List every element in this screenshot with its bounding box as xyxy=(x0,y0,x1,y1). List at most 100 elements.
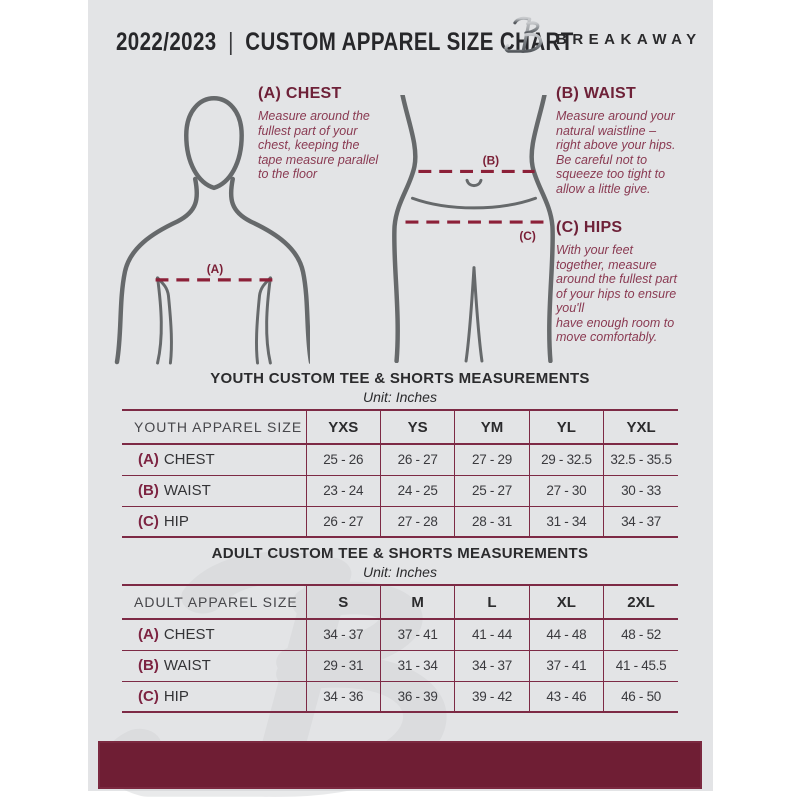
figure-right-torso-side xyxy=(529,95,555,363)
footer-accent-bar xyxy=(98,741,702,789)
chest-heading: (A) CHEST xyxy=(258,85,342,102)
row-label-text: WAIST xyxy=(163,657,211,674)
size-value-cell: 39 - 42 xyxy=(454,681,530,712)
size-column-header: YM xyxy=(454,410,530,444)
size-column-header: XL xyxy=(528,585,604,619)
size-value-cell: 46 - 50 xyxy=(603,681,678,712)
size-value-cell: 30 - 33 xyxy=(603,475,678,506)
row-label: (A) CHEST xyxy=(122,444,306,475)
row-label: (C) HIP xyxy=(122,681,306,712)
title-divider: | xyxy=(228,28,234,56)
figure-left-torso-side xyxy=(392,95,418,363)
figure-left-chest-side xyxy=(156,276,173,365)
figure-navel xyxy=(465,178,483,188)
size-value-cell: 27 - 30 xyxy=(528,475,604,506)
waist-heading: (B) WAIST xyxy=(556,85,637,102)
figure-right-inner-arm xyxy=(265,276,272,365)
youth-unit-label: Unit: Inches xyxy=(363,389,437,405)
chest-figure-diagram: (A) xyxy=(114,96,310,365)
size-column-header: M xyxy=(379,585,455,619)
chest-description: Measure around the fullest part of your … xyxy=(258,109,379,181)
waist-hip-figure-diagram: (B) (C) xyxy=(392,95,555,363)
table-row-chest: (A) CHEST 34 - 37 37 - 41 41 - 44 44 - 48… xyxy=(122,619,678,650)
size-value-cell: 48 - 52 xyxy=(603,619,678,650)
size-value-cell: 34 - 37 xyxy=(603,506,678,537)
row-marker: (A) xyxy=(138,626,159,644)
size-column-header: YXS xyxy=(305,410,381,444)
size-value-cell: 25 - 27 xyxy=(454,475,530,506)
size-column-header: L xyxy=(454,585,530,619)
row-label-text: HIP xyxy=(163,512,189,530)
size-value-cell: 25 - 26 xyxy=(305,444,381,475)
size-value-cell: 27 - 28 xyxy=(379,506,455,537)
figure-head-outline xyxy=(184,96,244,191)
size-value-cell: 32.5 - 35.5 xyxy=(603,444,678,475)
size-column-header: 2XL xyxy=(603,585,678,619)
size-value-cell: 43 - 46 xyxy=(528,681,604,712)
figure-hip-curve xyxy=(410,196,538,210)
hips-description: With your feet together, measure around … xyxy=(556,243,677,344)
figure-right-chest-side xyxy=(255,276,272,365)
youth-size-label: YOUTH APPAREL SIZE xyxy=(134,419,303,435)
hips-heading: (C) HIPS xyxy=(556,219,623,236)
season-label: 2022/2023 xyxy=(116,28,217,56)
row-label: (B) WAIST xyxy=(122,475,306,506)
size-column-header: YL xyxy=(528,410,604,444)
row-label: (C) HIP xyxy=(122,506,306,537)
size-value-cell: 26 - 27 xyxy=(305,506,381,537)
row-label-text: WAIST xyxy=(163,482,211,499)
size-value-cell: 29 - 31 xyxy=(305,650,381,681)
youth-header-row: YOUTH APPAREL SIZE YXS YS YM YL YXL xyxy=(122,410,678,444)
brand-name: BREAKAWAY xyxy=(556,31,702,48)
adult-header-row: ADULT APPAREL SIZE S M L XL 2XL xyxy=(122,585,678,619)
adult-unit-label: Unit: Inches xyxy=(363,564,437,580)
youth-section-title: YOUTH CUSTOM TEE & SHORTS MEASUREMENTS xyxy=(210,370,590,387)
size-value-cell: 44 - 48 xyxy=(528,619,604,650)
size-column-header: YS xyxy=(379,410,455,444)
breakaway-logo-icon xyxy=(504,16,543,53)
size-value-cell: 34 - 37 xyxy=(454,650,530,681)
size-value-cell: 31 - 34 xyxy=(379,650,455,681)
row-label-text: CHEST xyxy=(163,626,215,644)
figure-right-inner-leg xyxy=(472,266,484,363)
row-marker: (B) xyxy=(138,657,159,674)
figure-left-inner-arm xyxy=(156,276,163,365)
waist-description: Measure around your natural waistline – … xyxy=(556,109,676,196)
size-value-cell: 34 - 37 xyxy=(305,619,381,650)
adult-size-table: ADULT APPAREL SIZE S M L XL 2XL (A) CHEST… xyxy=(122,584,678,713)
size-value-cell: 41 - 45.5 xyxy=(603,650,678,681)
size-column-header: S xyxy=(305,585,381,619)
row-label-text: CHEST xyxy=(163,451,215,469)
row-marker: (C) xyxy=(138,512,159,530)
size-value-cell: 31 - 34 xyxy=(528,506,604,537)
size-value-cell: 29 - 32.5 xyxy=(528,444,604,475)
youth-size-table: YOUTH APPAREL SIZE YXS YS YM YL YXL (A) C… xyxy=(122,409,678,538)
row-marker: (A) xyxy=(138,451,159,469)
size-value-cell: 24 - 25 xyxy=(379,475,455,506)
row-label: (B) WAIST xyxy=(122,650,306,681)
row-marker: (C) xyxy=(138,687,159,705)
size-column-header: YXL xyxy=(603,410,678,444)
size-value-cell: 37 - 41 xyxy=(379,619,455,650)
figure-left-inner-leg xyxy=(464,266,476,363)
table-row-hip: (C) HIP 26 - 27 27 - 28 28 - 31 31 - 34 3… xyxy=(122,506,678,537)
table-row-hip: (C) HIP 34 - 36 36 - 39 39 - 42 43 - 46 4… xyxy=(122,681,678,712)
size-value-cell: 28 - 31 xyxy=(454,506,530,537)
row-marker: (B) xyxy=(138,482,159,499)
table-row-waist: (B) WAIST 29 - 31 31 - 34 34 - 37 37 - 41… xyxy=(122,650,678,681)
size-value-cell: 27 - 29 xyxy=(454,444,530,475)
figure-right-shoulder-arm xyxy=(228,176,310,365)
waist-marker-label: (B) xyxy=(483,153,500,167)
adult-section-title: ADULT CUSTOM TEE & SHORTS MEASUREMENTS xyxy=(211,545,589,562)
size-value-cell: 37 - 41 xyxy=(528,650,604,681)
hip-marker-label: (C) xyxy=(519,229,536,243)
chest-marker-label: (A) xyxy=(207,262,224,276)
row-label: (A) CHEST xyxy=(122,619,306,650)
size-value-cell: 26 - 27 xyxy=(379,444,455,475)
table-row-chest: (A) CHEST 25 - 26 26 - 27 27 - 29 29 - 32… xyxy=(122,444,678,475)
adult-size-label: ADULT APPAREL SIZE xyxy=(134,594,298,610)
table-row-waist: (B) WAIST 23 - 24 24 - 25 25 - 27 27 - 30… xyxy=(122,475,678,506)
size-value-cell: 23 - 24 xyxy=(305,475,381,506)
size-value-cell: 41 - 44 xyxy=(454,619,530,650)
